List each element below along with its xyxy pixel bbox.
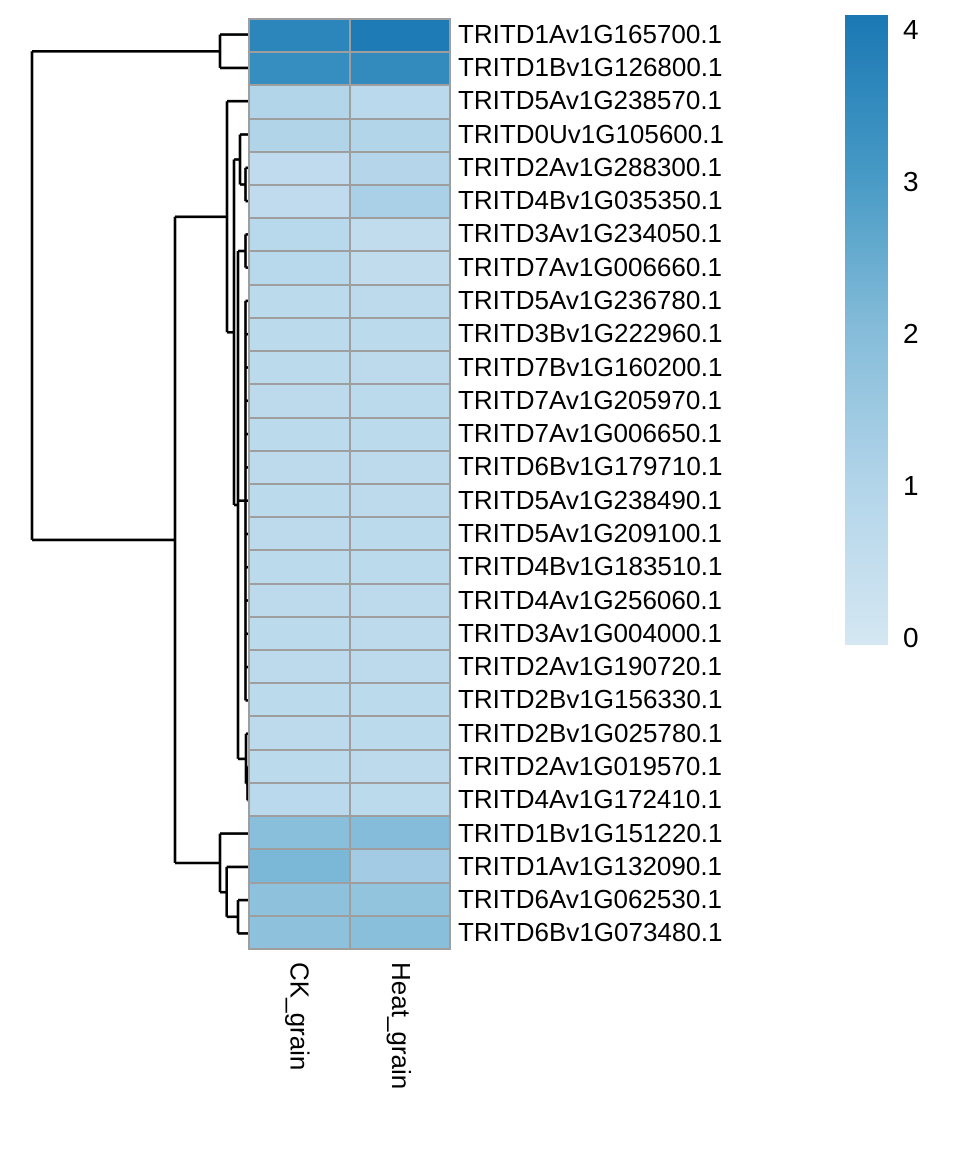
heatmap-cell-r15-c2: [350, 484, 449, 517]
column-label: Heat_grain: [385, 962, 416, 1090]
row-label: TRITD2Bv1G025780.1: [458, 717, 723, 748]
legend-tick-label: 1: [903, 470, 919, 501]
row-label: TRITD0Uv1G105600.1: [458, 118, 724, 149]
heatmap-cell-r24-c2: [350, 783, 449, 816]
heatmap-cell-r13-c2: [350, 418, 449, 450]
heatmap-cell-r4-c1: [250, 119, 349, 151]
heatmap-cell-r5-c2: [350, 152, 449, 185]
row-label: TRITD1Bv1G126800.1: [458, 51, 723, 82]
color-scale-legend-bar: [845, 15, 888, 645]
heatmap-cell-r28-c2: [350, 916, 449, 948]
row-dendrogram: [30, 33, 248, 935]
heatmap-cell-r26-c1: [250, 850, 349, 882]
row-label: TRITD1Av1G132090.1: [458, 850, 722, 881]
row-label: TRITD2Av1G019570.1: [458, 750, 722, 781]
heatmap-cell-r27-c1: [250, 883, 349, 915]
heatmap-cell-r23-c1: [250, 750, 349, 782]
heatmap-cell-r4-c2: [350, 119, 449, 151]
heatmap-cell-r10-c2: [350, 318, 449, 351]
row-label: TRITD7Av1G205970.1: [458, 384, 722, 415]
heatmap-cell-r18-c1: [250, 584, 349, 616]
heatmap-cell-r17-c2: [350, 551, 449, 583]
heatmap-cell-r18-c2: [350, 584, 449, 616]
heatmap-cell-r24-c1: [250, 783, 349, 816]
heatmap-cell-r25-c1: [250, 817, 349, 849]
heatmap-cell-r25-c2: [350, 817, 449, 849]
heatmap-cell-r9-c1: [250, 285, 349, 317]
heatmap-cell-r11-c2: [350, 352, 449, 384]
heatmap-cell-r21-c1: [250, 684, 349, 716]
heatmap-cell-r3-c2: [350, 86, 449, 118]
row-label: TRITD7Av1G006660.1: [458, 251, 722, 282]
heatmap-cell-r12-c1: [250, 385, 349, 417]
heatmap-cell-r15-c1: [250, 484, 349, 517]
heatmap-cell-r5-c1: [250, 152, 349, 185]
heatmap-cell-r9-c2: [350, 285, 449, 317]
heatmap-cell-r14-c1: [250, 451, 349, 483]
heatmap-cell-r13-c1: [250, 418, 349, 450]
heatmap-cell-r8-c2: [350, 252, 449, 284]
column-label: CK_grain: [284, 962, 315, 1071]
legend-tick-label: 4: [903, 14, 919, 45]
row-label: TRITD5Av1G238570.1: [458, 85, 722, 116]
heatmap-cell-r10-c1: [250, 318, 349, 351]
heatmap-cell-r7-c1: [250, 219, 349, 251]
heatmap-cell-r19-c2: [350, 617, 449, 650]
row-label: TRITD1Av1G165700.1: [458, 18, 722, 49]
heatmap-cell-r20-c2: [350, 651, 449, 683]
row-label: TRITD6Av1G062530.1: [458, 883, 722, 914]
heatmap-cell-r23-c2: [350, 750, 449, 782]
heatmap-cell-r20-c1: [250, 651, 349, 683]
row-label: TRITD7Bv1G160200.1: [458, 351, 723, 382]
legend-tick-label: 0: [903, 622, 919, 653]
row-label: TRITD3Bv1G222960.1: [458, 318, 723, 349]
row-label: TRITD6Bv1G073480.1: [458, 917, 723, 948]
row-label: TRITD3Av1G234050.1: [458, 218, 722, 249]
heatmap-cell-r22-c2: [350, 717, 449, 749]
row-label: TRITD2Bv1G156330.1: [458, 684, 723, 715]
row-label: TRITD2Av1G190720.1: [458, 650, 722, 681]
row-label: TRITD5Av1G209100.1: [458, 517, 722, 548]
row-label: TRITD5Av1G238490.1: [458, 484, 722, 515]
heatmap-cell-r6-c2: [350, 186, 449, 218]
heatmap-cell-r7-c2: [350, 219, 449, 251]
heatmap-cell-r21-c2: [350, 684, 449, 716]
heatmap-cell-r2-c2: [350, 53, 449, 85]
heatmap-cell-r1-c2: [350, 20, 449, 52]
heatmap-cell-r12-c2: [350, 385, 449, 417]
heatmap-cell-r17-c1: [250, 551, 349, 583]
heatmap-cell-r8-c1: [250, 252, 349, 284]
heatmap-cell-r16-c2: [350, 518, 449, 550]
row-label: TRITD4Av1G172410.1: [458, 784, 722, 815]
legend-tick-label: 2: [903, 318, 919, 349]
heatmap-cell-r3-c1: [250, 86, 349, 118]
heatmap-cell-r22-c1: [250, 717, 349, 749]
row-label: TRITD4Bv1G035350.1: [458, 184, 723, 215]
heatmap-grid: [248, 18, 451, 950]
heatmap-cell-r2-c1: [250, 53, 349, 85]
row-label: TRITD4Bv1G183510.1: [458, 551, 723, 582]
row-label: TRITD6Bv1G179710.1: [458, 451, 723, 482]
heatmap-cell-r1-c1: [250, 20, 349, 52]
heatmap-cell-r11-c1: [250, 352, 349, 384]
row-label: TRITD2Av1G288300.1: [458, 151, 722, 182]
row-label: TRITD7Av1G006650.1: [458, 417, 722, 448]
legend-tick-label: 3: [903, 166, 919, 197]
heatmap-cell-r28-c1: [250, 916, 349, 948]
heatmap-cell-r19-c1: [250, 617, 349, 650]
heatmap-cell-r14-c2: [350, 451, 449, 483]
row-label: TRITD1Bv1G151220.1: [458, 817, 723, 848]
heatmap-cell-r27-c2: [350, 883, 449, 915]
heatmap-cell-r6-c1: [250, 186, 349, 218]
row-label: TRITD5Av1G236780.1: [458, 284, 722, 315]
row-label: TRITD3Av1G004000.1: [458, 617, 722, 648]
row-label: TRITD4Av1G256060.1: [458, 584, 722, 615]
heatmap-cell-r26-c2: [350, 850, 449, 882]
heatmap-cell-r16-c1: [250, 518, 349, 550]
